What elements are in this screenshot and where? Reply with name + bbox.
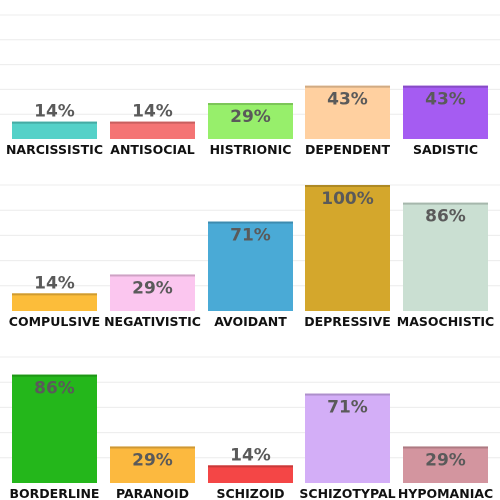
bar bbox=[403, 85, 488, 139]
bar-top-edge bbox=[208, 465, 293, 468]
bar bbox=[12, 293, 97, 311]
category-label: COMPULSIVE bbox=[9, 314, 100, 329]
value-label: 14% bbox=[34, 102, 75, 122]
value-label: 29% bbox=[132, 450, 173, 470]
category-label: MASOCHISTIC bbox=[397, 314, 494, 329]
value-label: 71% bbox=[230, 226, 271, 246]
bar-top-edge bbox=[110, 274, 195, 277]
value-label: 14% bbox=[132, 102, 173, 122]
bar bbox=[110, 446, 195, 483]
chart-panel-3: 86% BORDERLINE 29% PARANOID 14% SCHIZOID 71% SC… bbox=[0, 356, 500, 500]
value-label: 29% bbox=[132, 278, 173, 298]
value-label: 43% bbox=[327, 90, 368, 110]
bar-top-edge bbox=[12, 121, 97, 124]
bar-top-edge bbox=[403, 202, 488, 205]
value-label: 29% bbox=[230, 107, 271, 127]
bar bbox=[305, 185, 390, 311]
bar-top-edge bbox=[305, 185, 390, 187]
category-label: AVOIDANT bbox=[214, 314, 287, 329]
chart-panel-2: 14% COMPULSIVE 29% NEGATIVISTIC 71% AVOIDANT 1… bbox=[0, 184, 500, 329]
bar-top-edge bbox=[110, 446, 195, 449]
bar bbox=[208, 465, 293, 483]
bar bbox=[12, 121, 97, 139]
value-label: 14% bbox=[34, 273, 75, 293]
category-label: SCHIZOID bbox=[216, 486, 284, 500]
bar bbox=[110, 121, 195, 139]
category-label: HYPOMANIAC bbox=[398, 486, 493, 500]
category-label: NEGATIVISTIC bbox=[104, 314, 201, 329]
category-label: HISTRIONIC bbox=[210, 142, 292, 157]
category-label: SADISTIC bbox=[413, 142, 478, 157]
value-label: 43% bbox=[425, 90, 466, 110]
bar bbox=[208, 103, 293, 139]
value-label: 86% bbox=[34, 379, 75, 399]
bar bbox=[208, 221, 293, 311]
category-label: DEPRESSIVE bbox=[304, 314, 391, 329]
category-label: BORDERLINE bbox=[10, 486, 100, 500]
category-label: NARCISSISTIC bbox=[6, 142, 103, 157]
category-label: DEPENDENT bbox=[305, 142, 390, 157]
bar-top-edge bbox=[305, 393, 390, 396]
bar bbox=[110, 274, 195, 311]
value-label: 100% bbox=[321, 189, 374, 209]
value-label: 29% bbox=[425, 450, 466, 470]
bar bbox=[305, 85, 390, 139]
bar-top-edge bbox=[208, 221, 293, 224]
chart-panel-1: 14% NARCISSISTIC 14% ANTISOCIAL 29% HISTRIONI… bbox=[0, 14, 500, 157]
bar-top-edge bbox=[110, 121, 195, 124]
bar-top-edge bbox=[403, 85, 488, 88]
value-label: 14% bbox=[230, 445, 271, 465]
bar bbox=[403, 202, 488, 311]
category-label: ANTISOCIAL bbox=[110, 142, 194, 157]
bar bbox=[12, 374, 97, 483]
bar bbox=[305, 393, 390, 483]
bar-top-edge bbox=[12, 374, 97, 377]
value-label: 71% bbox=[327, 398, 368, 418]
bar bbox=[403, 446, 488, 483]
bar-top-edge bbox=[305, 85, 390, 88]
value-label: 86% bbox=[425, 207, 466, 227]
bar-top-edge bbox=[403, 446, 488, 449]
category-label: PARANOID bbox=[116, 486, 189, 500]
bar-top-edge bbox=[12, 293, 97, 296]
bar-top-edge bbox=[208, 103, 293, 106]
category-label: SCHIZOTYPAL bbox=[299, 486, 395, 500]
